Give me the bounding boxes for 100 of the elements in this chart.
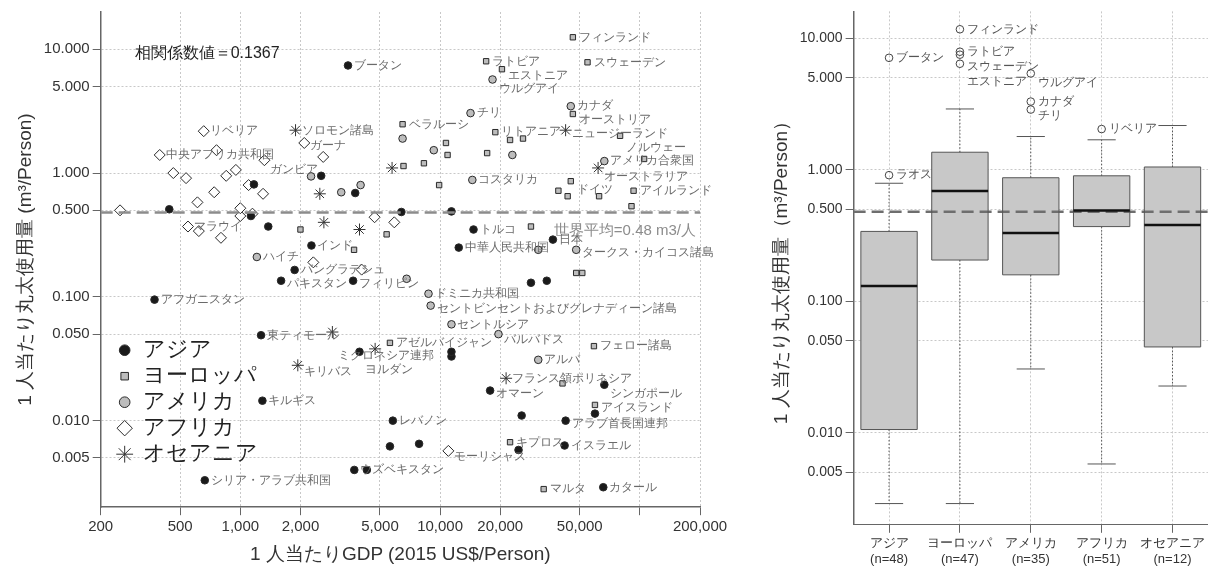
annotation: リベリア	[1108, 121, 1157, 136]
annotation: ガンビア	[270, 161, 319, 176]
annotation: ウルグアイ	[498, 80, 559, 95]
annotation: アメリカ合衆国	[610, 153, 695, 168]
annotation: エストニア	[966, 74, 1027, 89]
annotation: ラオス	[896, 167, 933, 182]
annotation: タークス・カイコス諸島	[582, 245, 715, 260]
y-tick-label: 0.010	[807, 423, 843, 440]
annotation: ソロモン諸島	[301, 122, 374, 137]
annotation: シンガポール	[610, 386, 683, 401]
y-axis-title: 1 人当たり丸太使用量（m³/Person）	[769, 111, 791, 425]
y-tick-label: 0.005	[807, 463, 843, 480]
annotation: カタール	[609, 479, 658, 494]
annotation: セントルシア	[457, 316, 530, 331]
x-tick-label: オセアニア (n=12)	[1140, 535, 1205, 566]
x-axis-title: 1 人当たりGDP (2015 US$/Person)	[250, 542, 551, 564]
x-tick-label: 200	[88, 517, 114, 535]
x-tick-label: 1,000	[221, 517, 260, 535]
annotation: オマーン	[496, 385, 545, 400]
annotation: ハイチ	[261, 249, 299, 264]
x-tick-label: 20,000	[477, 517, 524, 535]
x-tick-label: 10,000	[417, 517, 464, 535]
annotation: ラトビア	[492, 53, 541, 68]
annotation: 相関係数値＝0.1367	[134, 44, 280, 62]
y-tick-label: 0.100	[52, 287, 90, 305]
x-tick-label: 500	[167, 517, 193, 535]
annotation: シリア・アラブ共和国	[210, 472, 331, 487]
annotation: コスタリカ	[478, 172, 539, 187]
y-tick-label: 0.100	[807, 292, 843, 309]
annotation: リトアニア	[501, 124, 562, 139]
y-tick-label: 0.050	[52, 324, 90, 342]
annotation: モーリシャス	[454, 449, 527, 464]
y-tick-label: 5.000	[807, 68, 843, 85]
annotation: キプロス	[516, 434, 565, 449]
annotation: エストニア	[507, 67, 568, 82]
annotation: ヨルダン	[365, 362, 414, 377]
annotation: マルタ	[549, 481, 586, 496]
legend-label: アフリカ	[142, 414, 235, 440]
annotation: カナダ	[576, 98, 614, 113]
legend-label: アジア	[142, 336, 212, 362]
annotation: アゼルバイジャン	[395, 335, 492, 350]
annotation: バルバドス	[503, 332, 565, 347]
annotation: ベラルーシ	[408, 116, 469, 131]
annotation: ウルグアイ	[1037, 74, 1098, 89]
x-tick-label: 5,000	[361, 517, 399, 535]
annotation: キリバス	[303, 363, 352, 378]
y-tick-label: 1.000	[807, 160, 843, 177]
legend-label: オセアニア	[142, 440, 258, 466]
x-tick-label: アフリカ (n=51)	[1075, 535, 1128, 566]
annotation: アルバ	[544, 352, 582, 367]
annotation: フィンランド	[966, 21, 1039, 36]
annotation: ブータン	[896, 50, 945, 65]
annotation: キルギス	[268, 393, 317, 407]
annotation: インド	[317, 237, 354, 252]
annotation: アラブ首長国連邦	[571, 415, 668, 430]
annotation: ドイツ	[576, 182, 613, 197]
y-tick-label: 0.500	[52, 200, 90, 218]
annotation: フィリピン	[359, 276, 420, 291]
annotation: チリ	[1037, 107, 1062, 122]
y-axis-title: 1 人当たり丸太使用量 (m³/Person)	[13, 113, 35, 406]
legend-label: アメリカ	[142, 388, 235, 414]
annotation: オーストリア	[578, 112, 651, 127]
y-tick-label: 1.000	[52, 163, 90, 181]
y-tick-label: 0.500	[807, 200, 843, 217]
annotation: スウェーデン	[966, 59, 1039, 73]
annotation: イスラエル	[570, 437, 631, 452]
annotation: アフガニスタン	[160, 291, 245, 306]
annotation: フランス領ポリネシア	[512, 370, 633, 385]
annotation: ガーナ	[310, 138, 347, 153]
annotation: レバノン	[398, 412, 447, 427]
x-tick-label: 50,000	[556, 517, 603, 535]
x-tick-label: ヨーロッパ (n=47)	[927, 535, 994, 566]
annotation: スウェーデン	[593, 54, 666, 69]
annotation: アイルランド	[639, 183, 712, 198]
annotation: 中華人民共和国	[464, 239, 549, 254]
annotation: フィンランド	[578, 29, 651, 44]
annotation: ニュージーランド	[571, 125, 668, 140]
y-tick-label: 10.000	[799, 29, 843, 46]
x-tick-label: アメリカ (n=35)	[1004, 535, 1057, 566]
x-tick-label: 200,000	[672, 517, 728, 535]
y-tick-label: 5.000	[52, 76, 90, 94]
annotation: フェロー諸島	[599, 338, 672, 353]
annotation: オーストラリア	[604, 169, 689, 184]
y-tick-label: 0.050	[807, 331, 843, 348]
annotation: カナダ	[1037, 93, 1075, 108]
y-tick-label: 0.010	[52, 410, 90, 428]
legend-label: ヨーロッパ	[142, 362, 257, 388]
annotation: ノルウェー	[626, 140, 687, 155]
annotation: パキスタン	[286, 276, 348, 291]
annotation: チリ	[476, 105, 501, 120]
annotation: アイスランド	[600, 400, 673, 415]
x-tick-label: アジア (n=48)	[869, 535, 909, 566]
annotation: セントビンセントおよびグレナディーン諸島	[436, 300, 677, 315]
annotation: トルコ	[479, 221, 516, 236]
annotation: ドミニカ共和国	[434, 286, 519, 301]
annotation: ラトビア	[966, 44, 1015, 59]
annotation: リベリア	[209, 123, 258, 138]
y-tick-label: 0.005	[52, 448, 90, 466]
y-tick-label: 10.000	[43, 39, 90, 57]
annotation: ブータン	[354, 57, 403, 72]
